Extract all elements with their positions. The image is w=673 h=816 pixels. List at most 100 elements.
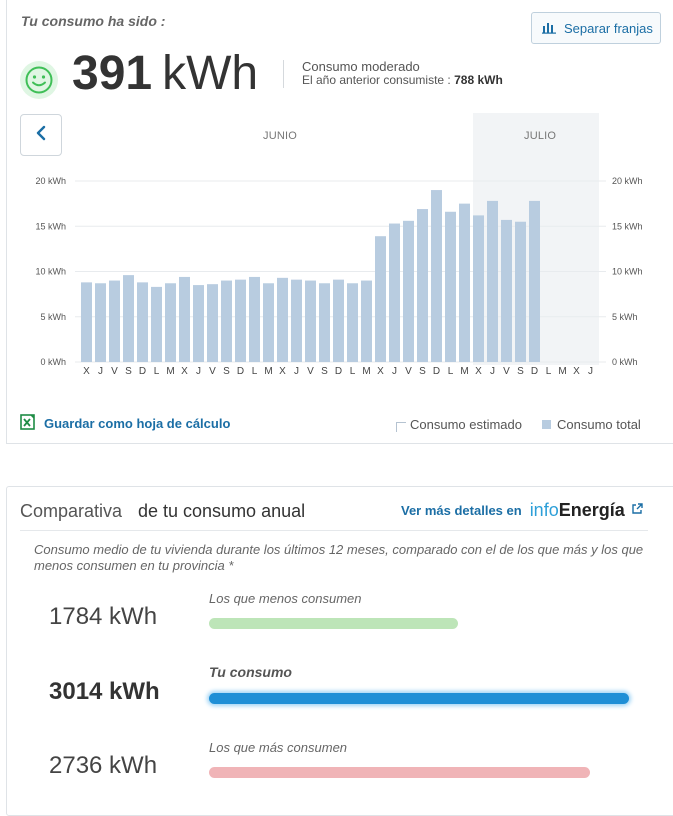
chart-bar[interactable] bbox=[277, 277, 288, 362]
split-bands-button[interactable]: Separar franjas bbox=[531, 12, 661, 44]
comparison-title-bold: de tu consumo anual bbox=[138, 501, 306, 521]
y-tick-label-left: 20 kWh bbox=[35, 176, 66, 186]
chart-bar[interactable] bbox=[81, 282, 92, 362]
chart-bar[interactable] bbox=[389, 223, 400, 362]
consumption-label: Tu consumo ha sido : bbox=[21, 13, 166, 29]
x-tick-label: D bbox=[335, 366, 342, 377]
y-tick-label-right: 5 kWh bbox=[612, 312, 638, 322]
your-consumption-bar bbox=[209, 693, 629, 704]
chart-bar[interactable] bbox=[221, 280, 232, 362]
legend-estimated-label: Consumo estimado bbox=[410, 417, 522, 432]
consumption-card bbox=[6, 0, 673, 444]
chart-bar[interactable] bbox=[151, 286, 162, 362]
x-tick-label: X bbox=[573, 366, 580, 377]
y-tick-label-right: 10 kWh bbox=[612, 267, 643, 277]
x-tick-label: V bbox=[307, 366, 314, 377]
chart-bar[interactable] bbox=[431, 190, 442, 362]
chart-bar[interactable] bbox=[193, 285, 204, 362]
x-tick-label: J bbox=[588, 366, 593, 377]
comparison-description: Consumo medio de tu vivienda durante los… bbox=[34, 542, 644, 573]
chart-bar[interactable] bbox=[207, 284, 218, 362]
x-tick-label: X bbox=[83, 366, 90, 377]
chart-bar[interactable] bbox=[417, 209, 428, 362]
details-label: Ver más detalles en bbox=[401, 503, 522, 518]
lowest-consumers-value: 1784 kWh bbox=[49, 603, 158, 630]
chart-bar[interactable] bbox=[165, 283, 176, 362]
x-tick-label: M bbox=[460, 366, 468, 377]
chart-bar[interactable] bbox=[109, 280, 120, 362]
infoenergia-link[interactable]: Ver más detalles en info Energía bbox=[401, 500, 643, 521]
save-spreadsheet-link[interactable]: Guardar como hoja de cálculo bbox=[20, 414, 230, 433]
chevron-left-icon bbox=[34, 125, 48, 146]
x-tick-label: D bbox=[237, 366, 244, 377]
legend-total: Consumo total bbox=[542, 417, 641, 432]
chart-bar[interactable] bbox=[319, 283, 330, 362]
x-tick-label: X bbox=[475, 366, 482, 377]
chart-bar[interactable] bbox=[179, 276, 190, 362]
chart-bar[interactable] bbox=[333, 279, 344, 362]
external-link-icon bbox=[631, 502, 643, 520]
chart-bar[interactable] bbox=[501, 219, 512, 362]
chart-bar[interactable] bbox=[445, 211, 456, 362]
chart-bar[interactable] bbox=[487, 200, 498, 362]
spreadsheet-icon bbox=[20, 414, 36, 433]
x-tick-label: S bbox=[419, 366, 426, 377]
x-tick-label: S bbox=[517, 366, 524, 377]
y-tick-label-left: 5 kWh bbox=[40, 312, 66, 322]
chart-bar[interactable] bbox=[403, 220, 414, 362]
x-tick-label: L bbox=[350, 366, 356, 377]
x-tick-label: V bbox=[405, 366, 412, 377]
y-tick-label-left: 15 kWh bbox=[35, 221, 66, 231]
x-tick-label: V bbox=[209, 366, 216, 377]
highest-consumers-bar bbox=[209, 767, 590, 778]
chart-bar[interactable] bbox=[473, 215, 484, 362]
chart-bar[interactable] bbox=[249, 276, 260, 362]
smiley-face-icon bbox=[20, 61, 58, 99]
y-tick-label-right: 15 kWh bbox=[612, 221, 643, 231]
x-tick-label: L bbox=[154, 366, 160, 377]
legend-estimated: Consumo estimado bbox=[396, 417, 522, 432]
chart-bar[interactable] bbox=[235, 279, 246, 362]
previous-period-button[interactable] bbox=[20, 114, 62, 156]
total-swatch bbox=[542, 420, 551, 429]
chart-bar[interactable] bbox=[137, 282, 148, 362]
brand-energia: Energía bbox=[558, 500, 625, 520]
chart-bar[interactable] bbox=[291, 279, 302, 362]
x-tick-label: J bbox=[490, 366, 495, 377]
split-bands-label: Separar franjas bbox=[564, 20, 653, 36]
highest-consumers-value: 2736 kWh bbox=[49, 752, 158, 779]
total-unit: kWh bbox=[162, 47, 259, 100]
x-tick-label: S bbox=[321, 366, 328, 377]
chart-bar[interactable] bbox=[347, 283, 358, 362]
x-tick-label: X bbox=[279, 366, 286, 377]
chart-bar[interactable] bbox=[263, 283, 274, 362]
x-tick-label: M bbox=[264, 366, 272, 377]
chart-bar[interactable] bbox=[95, 283, 106, 362]
previous-year-value: 788 kWh bbox=[454, 73, 503, 87]
x-tick-label: X bbox=[377, 366, 384, 377]
daily-consumption-chart: 0 kWh 0 kWh 5 kWh 5 kWh 10 kWh 10 kWh 15 kWh 15… bbox=[35, 176, 643, 377]
x-tick-label: L bbox=[448, 366, 454, 377]
comparison-divider bbox=[20, 530, 648, 531]
comparison-title-light: Comparativa bbox=[20, 501, 123, 521]
x-tick-label: L bbox=[252, 366, 258, 377]
chart-bar[interactable] bbox=[459, 203, 470, 362]
chart-bar[interactable] bbox=[529, 200, 540, 362]
total-value: 391 bbox=[72, 47, 153, 100]
brand-info: info bbox=[529, 500, 559, 520]
total-consumption: 391 kWh bbox=[72, 46, 258, 102]
x-tick-label: D bbox=[139, 366, 146, 377]
month-label-july: JULIO bbox=[524, 130, 557, 142]
bar-chart-icon bbox=[542, 20, 556, 37]
x-tick-label: M bbox=[362, 366, 370, 377]
chart-bar[interactable] bbox=[305, 280, 316, 362]
x-tick-label: M bbox=[166, 366, 174, 377]
chart-bar[interactable] bbox=[123, 275, 134, 362]
previous-year-label: El año anterior consumiste : bbox=[302, 73, 451, 87]
chart-bar[interactable] bbox=[361, 280, 372, 362]
lowest-consumers-label: Los que menos consumen bbox=[209, 591, 362, 606]
chart-bar[interactable] bbox=[515, 221, 526, 362]
x-tick-label: J bbox=[196, 366, 201, 377]
x-tick-label: L bbox=[546, 366, 552, 377]
chart-bar[interactable] bbox=[375, 236, 386, 362]
